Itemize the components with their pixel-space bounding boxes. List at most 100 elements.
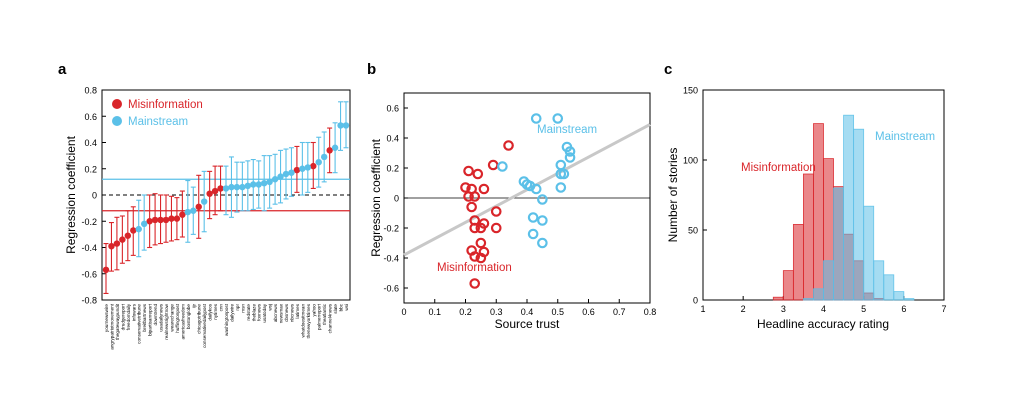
panel-b-ticks: 0 0.1 0.2 0.3 0.4 0.5 0.6 0.7 0.8 0.6 0.4 0.2 0 -0.2 -… (383, 104, 656, 318)
panel-b-xtick-label: 0.2 (459, 307, 472, 317)
panel-label-c: c (664, 61, 672, 78)
mainstream-histogram-bar (873, 260, 885, 301)
panel-a-category-label: conservativetribune (137, 304, 142, 344)
panel-a-chart: Regression coefficient 0.8 0.6 0.4 0.2 0 -0.2… (64, 86, 351, 350)
mainstream-point (244, 182, 252, 190)
panel-a-category-label: whatdoesitmean (300, 304, 305, 338)
mainstream-histogram-bar (863, 205, 875, 301)
panel-a-ytick-label: 0.8 (84, 86, 97, 96)
mainstream-point (342, 122, 350, 129)
panel-a-category-label: washingtonpost (224, 303, 229, 336)
panel-b-chart: Regression coefficient Source trust 0 0.1… (369, 92, 656, 331)
misinformation-point (469, 251, 481, 262)
panel-c-chart: Number of stories Headline accuracy rati… (666, 86, 947, 332)
panel-c-ylabel: Number of stories (666, 148, 680, 243)
panel-b-ytick-label: 0.4 (386, 134, 399, 144)
mainstream-point (288, 169, 295, 176)
mainstream-point (140, 220, 148, 228)
panel-b-xtick-label: 0.5 (551, 307, 564, 317)
panel-b-xtick-label: 0.4 (521, 307, 534, 317)
panel-a-ytick-label: 0.4 (84, 138, 97, 148)
panel-a-category-label: latimes (295, 303, 300, 318)
mainstream-point (537, 237, 548, 249)
panel-a-category-label: theblaze (251, 304, 256, 322)
misinformation-point (475, 252, 487, 264)
misinformation-point (478, 183, 490, 195)
misinformation-point (102, 266, 110, 274)
mainstream-histogram-bar (823, 260, 834, 301)
mainstream-point (304, 164, 312, 171)
panel-b-xtick-label: 0 (401, 307, 406, 317)
panel-a-ytick-label: -0.2 (81, 217, 97, 227)
panel-b-ytick-label: 0.2 (386, 164, 399, 174)
panel-a-legend: Misinformation Mainstream (112, 99, 203, 128)
misinformation-point (293, 166, 301, 174)
panel-c-xtick-label: 3 (781, 304, 786, 314)
misinformation-point (108, 242, 115, 250)
mainstream-point (497, 161, 508, 172)
panel-a-category-label: yournewswire (104, 304, 109, 333)
mainstream-histogram-bar (843, 114, 855, 301)
panel-a-category-label: theatlantic (322, 303, 327, 325)
panel-a-category-label: freedomdaily (126, 303, 131, 330)
panel-b-ytick-label: -0.4 (383, 254, 399, 264)
panel-a-category-label: wsi (344, 304, 349, 311)
panel-a-category-label: americasfreedom (180, 304, 185, 340)
panel-b-ytick-label: 0 (394, 194, 399, 204)
mainstream-point (260, 179, 268, 187)
panel-a-category-label: redstate (246, 304, 251, 321)
mainstream-point (331, 144, 339, 151)
panel-c-xtick-label: 1 (700, 304, 705, 314)
panel-b-xlabel: Source trust (495, 317, 560, 331)
misinformation-point (173, 215, 181, 222)
panel-c-ytick-label: 100 (683, 156, 698, 166)
panel-a-category-label: chicagotribune (197, 304, 202, 334)
panel-a-category-label: slate (333, 304, 338, 314)
panel-a-category-label: usadailynews (159, 303, 164, 331)
mainstream-point (320, 153, 328, 161)
panel-c-misinformation-label: Misinformation (741, 162, 816, 174)
misinformation-point (460, 182, 471, 193)
mainstream-point (233, 183, 241, 191)
panel-a-category-label: bipartisanreport (148, 303, 153, 336)
legend-misinformation-label: Misinformation (128, 99, 203, 111)
legend-misinformation-marker (112, 99, 122, 109)
misinformation-point (466, 201, 477, 213)
misinformation-point (157, 216, 164, 224)
mainstream-point (228, 183, 235, 191)
panel-a-category-label: palmerreport (317, 303, 322, 330)
misinformation-point (463, 165, 474, 177)
misinformation-point (490, 222, 502, 234)
panel-c-bars (772, 114, 915, 301)
panel-b-misinformation-label: Misinformation (437, 262, 512, 274)
panel-b-xtick-label: 0.1 (428, 307, 441, 317)
misinformation-point (124, 232, 132, 239)
panel-a-category-label: nbcnews (289, 303, 294, 322)
panel-b-xtick-label: 0.8 (644, 307, 657, 317)
panel-a-category-label: bostonglobe (186, 304, 191, 329)
misinformation-point (326, 147, 333, 154)
misinformation-point (179, 211, 186, 218)
misinformation-point (463, 191, 474, 202)
panel-b-xtick-label: 0.6 (582, 307, 595, 317)
mainstream-point (555, 182, 567, 193)
panel-b-ytick-label: -0.6 (383, 284, 399, 294)
panel-a-category-label: yahoo (311, 304, 316, 317)
mainstream-point (250, 181, 257, 188)
panel-a-ytick-label: 0.6 (84, 112, 97, 122)
mainstream-histogram-bar (883, 274, 895, 301)
panel-a-category-labels: yournewswire angrypatriotmovement thegatew… (104, 303, 349, 349)
mainstream-point (190, 207, 197, 214)
misinformation-point (217, 185, 224, 192)
legend-mainstream-label: Mainstream (128, 116, 188, 128)
panel-c-xtick-label: 5 (861, 304, 866, 314)
panel-a-category-label: cbsnews (284, 303, 289, 322)
panel-c-xlabel: Headline accuracy rating (757, 317, 889, 331)
misinformation-point (119, 236, 126, 243)
legend-mainstream-marker (112, 116, 122, 126)
panel-a-category-label: dailywire (229, 304, 234, 322)
misinformation-histogram-bar (803, 173, 814, 301)
panel-a-category-label: channel4news (328, 303, 333, 333)
mainstream-point (282, 170, 290, 178)
panel-c-ticks: 1 2 3 4 5 6 7 150 100 50 0 (683, 86, 947, 315)
